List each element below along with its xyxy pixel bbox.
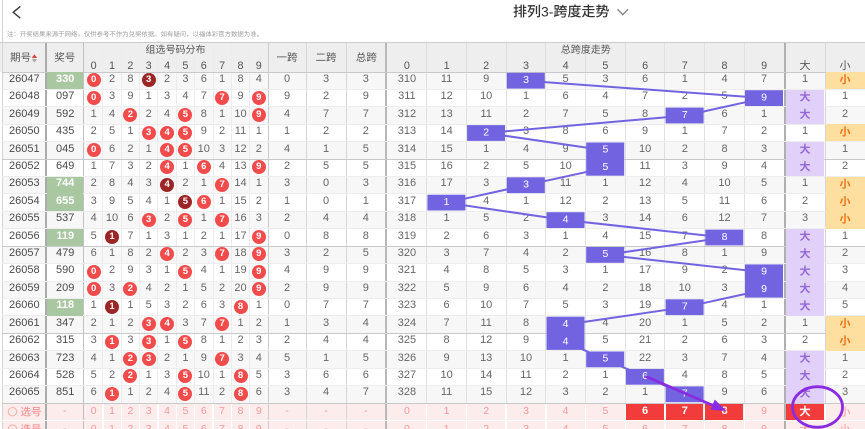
- svg-text:9: 9: [761, 283, 767, 295]
- svg-text:9: 9: [761, 91, 767, 103]
- svg-text:5: 5: [602, 161, 608, 173]
- svg-text:4: 4: [563, 318, 569, 330]
- svg-text:4: 4: [563, 213, 569, 225]
- svg-text:7: 7: [682, 109, 688, 121]
- svg-text:3: 3: [523, 179, 529, 191]
- svg-text:3: 3: [523, 74, 529, 86]
- svg-text:3-: 3-: [541, 3, 554, 19]
- svg-text:5: 5: [602, 144, 608, 156]
- svg-text:7: 7: [682, 301, 688, 313]
- svg-text:4: 4: [563, 335, 569, 347]
- svg-text:8: 8: [722, 231, 728, 243]
- svg-text:9: 9: [761, 266, 767, 278]
- svg-text:5: 5: [602, 248, 608, 260]
- svg-text:5: 5: [602, 353, 608, 365]
- svg-text:6: 6: [642, 370, 648, 382]
- svg-text:2: 2: [483, 126, 489, 138]
- svg-text:1: 1: [444, 196, 450, 208]
